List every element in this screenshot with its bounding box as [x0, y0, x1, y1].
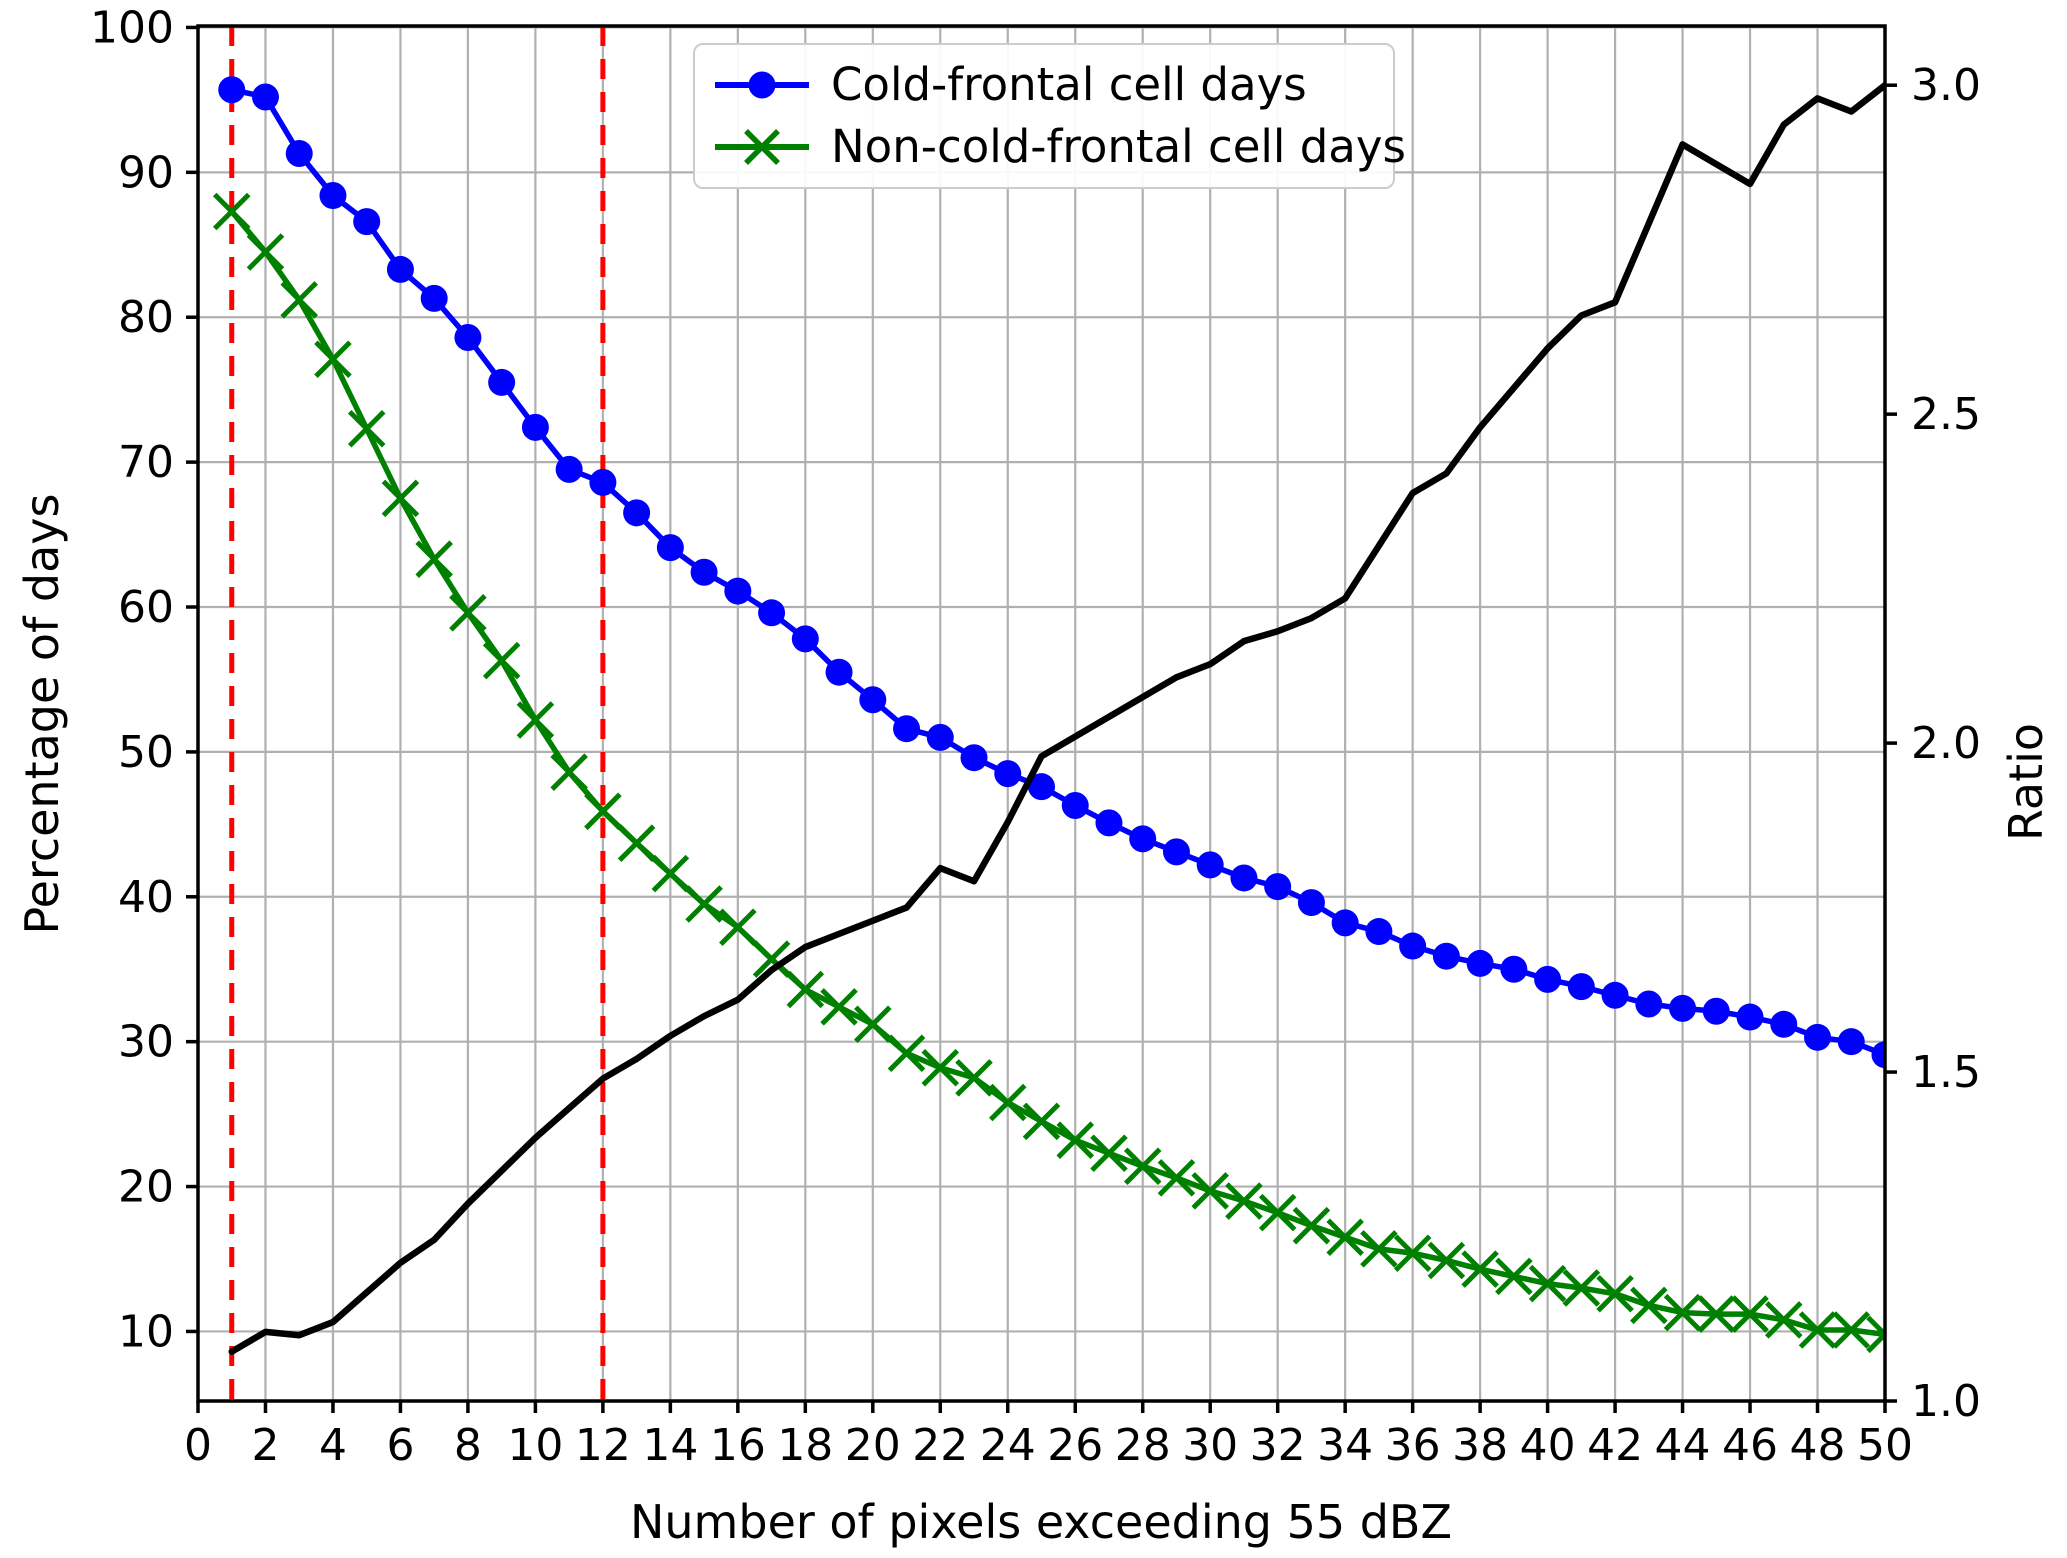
plot-border: [196, 24, 1887, 1403]
svg-text:10: 10: [118, 1306, 174, 1357]
x-axis-tick-labels: 0 2 4 6 8 10 12 14 16 18 20 22 24 26 28 30 32 34 36 38 40 42 4…: [184, 1420, 1913, 1471]
svg-text:48: 48: [1790, 1420, 1846, 1471]
svg-text:60: 60: [118, 582, 174, 633]
svg-text:90: 90: [118, 147, 174, 198]
svg-text:20: 20: [845, 1420, 901, 1471]
svg-text:70: 70: [118, 437, 174, 488]
svg-text:40: 40: [118, 872, 174, 923]
y-axis-label-right: Ratio: [1999, 722, 2053, 842]
svg-text:3.0: 3.0: [1911, 60, 1981, 111]
blue-line-circle-icon: [715, 71, 809, 99]
svg-text:18: 18: [777, 1420, 833, 1471]
svg-text:38: 38: [1452, 1420, 1508, 1471]
svg-text:26: 26: [1047, 1420, 1103, 1471]
svg-text:22: 22: [912, 1420, 968, 1471]
svg-text:28: 28: [1115, 1420, 1171, 1471]
tick-marks: [186, 25, 1897, 1413]
legend-label-non-cold-frontal: Non-cold-frontal cell days: [831, 120, 1406, 173]
svg-text:24: 24: [980, 1420, 1036, 1471]
svg-text:8: 8: [454, 1420, 482, 1471]
svg-text:0: 0: [184, 1420, 212, 1471]
svg-text:50: 50: [1857, 1420, 1913, 1471]
svg-text:1.0: 1.0: [1911, 1376, 1981, 1427]
svg-text:46: 46: [1722, 1420, 1778, 1471]
svg-text:6: 6: [386, 1420, 414, 1471]
svg-text:34: 34: [1317, 1420, 1373, 1471]
y-axis-tick-labels-right: 1.0 1.5 2.0 2.5 3.0: [1911, 60, 1981, 1427]
svg-text:20: 20: [118, 1162, 174, 1213]
legend: Cold-frontal cell days Non-cold-frontal …: [693, 43, 1406, 189]
legend-label-cold-frontal: Cold-frontal cell days: [831, 58, 1307, 111]
data-series: [212, 76, 1885, 1355]
svg-text:36: 36: [1385, 1420, 1441, 1471]
y-axis-tick-labels-left: 10 20 30 40 50 60 70 80 90 100: [90, 2, 174, 1357]
svg-text:44: 44: [1655, 1420, 1711, 1471]
svg-text:100: 100: [90, 2, 174, 53]
svg-text:14: 14: [642, 1420, 698, 1471]
svg-text:40: 40: [1520, 1420, 1576, 1471]
svg-text:2.0: 2.0: [1911, 718, 1981, 769]
svg-text:80: 80: [118, 292, 174, 343]
y-axis-label-left: Percentage of days: [15, 493, 69, 935]
gridlines: [196, 26, 1887, 1401]
legend-item-non-cold-frontal: Non-cold-frontal cell days: [711, 121, 1406, 173]
svg-text:42: 42: [1587, 1420, 1643, 1471]
svg-text:30: 30: [118, 1017, 174, 1068]
green-line-x-icon: [715, 129, 809, 165]
svg-text:32: 32: [1250, 1420, 1306, 1471]
svg-text:30: 30: [1182, 1420, 1238, 1471]
svg-text:2: 2: [251, 1420, 279, 1471]
legend-item-cold-frontal: Cold-frontal cell days: [711, 59, 1373, 111]
svg-text:12: 12: [575, 1420, 631, 1471]
svg-text:50: 50: [118, 727, 174, 778]
x-axis-label: Number of pixels exceeding 55 dBZ: [629, 1495, 1453, 1549]
red-dashed-vlines: [229, 26, 606, 1401]
svg-text:1.5: 1.5: [1911, 1047, 1981, 1098]
svg-text:16: 16: [710, 1420, 766, 1471]
svg-text:4: 4: [319, 1420, 347, 1471]
svg-text:10: 10: [507, 1420, 563, 1471]
svg-text:2.5: 2.5: [1911, 389, 1981, 440]
